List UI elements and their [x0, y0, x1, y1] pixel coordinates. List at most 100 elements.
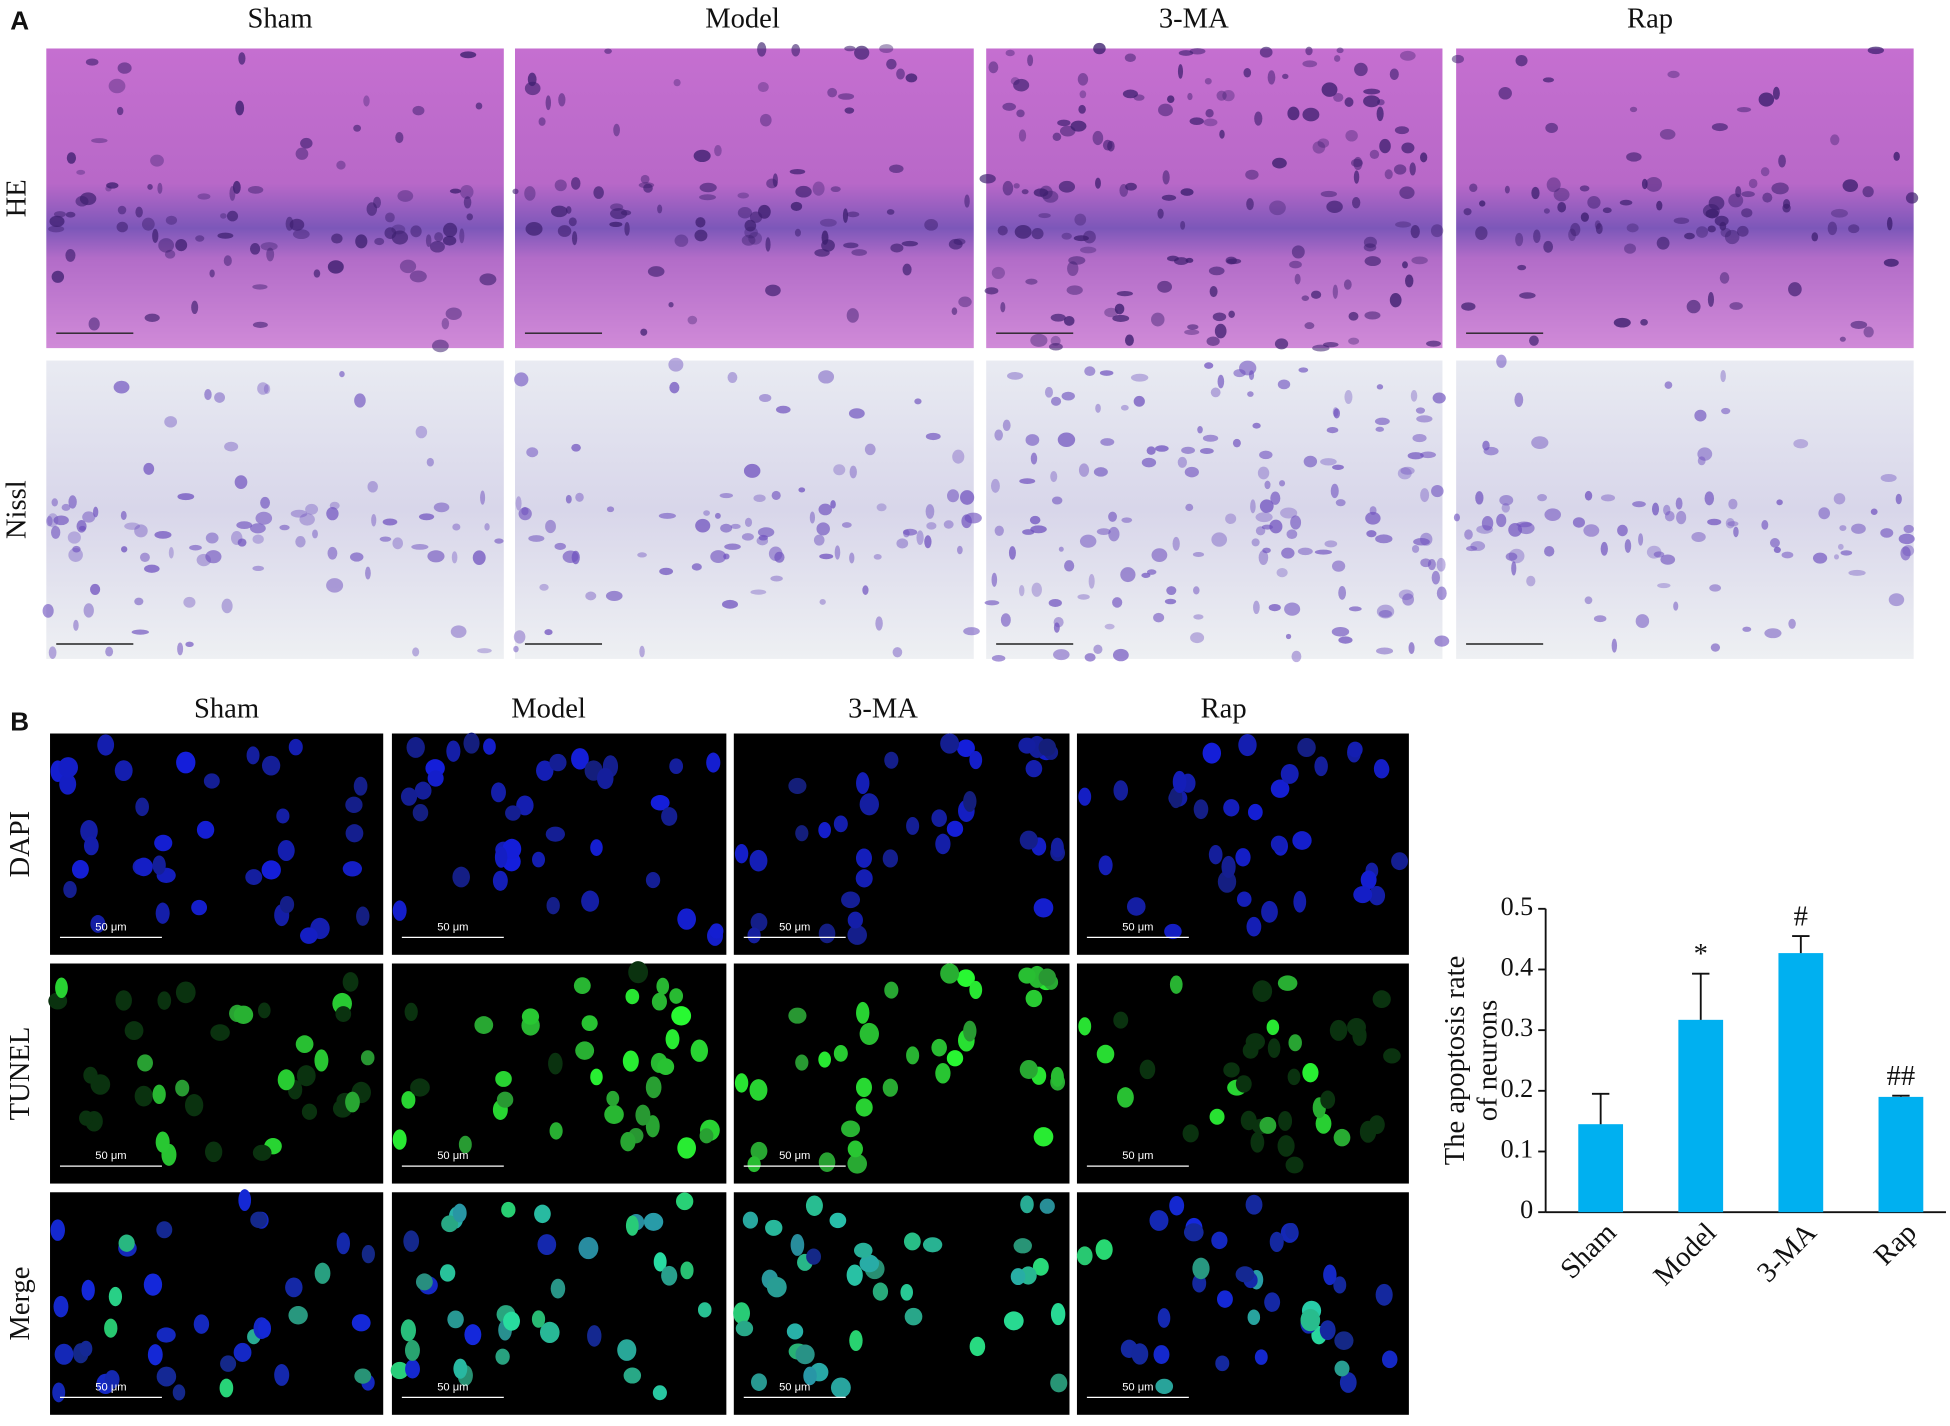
cell [395, 132, 404, 144]
cell [1259, 46, 1273, 58]
cell [260, 496, 271, 509]
cell [1057, 119, 1071, 127]
cell [958, 296, 972, 308]
cell [1323, 342, 1339, 348]
nucleus [1334, 1331, 1354, 1350]
x-tick-label: 3-MA [1752, 1217, 1824, 1289]
annotation: ## [1887, 1061, 1916, 1092]
cell [1694, 409, 1707, 422]
nucleus [733, 1302, 750, 1325]
cell [177, 642, 184, 656]
nucleus [549, 1122, 563, 1140]
cell [1398, 589, 1414, 601]
scale-label: 50 μm [95, 1150, 126, 1162]
cell [1067, 261, 1079, 277]
nucleus [581, 890, 600, 912]
nucleus [400, 787, 418, 806]
cell [1225, 513, 1237, 525]
nucleus [677, 1137, 696, 1159]
cell [668, 302, 674, 308]
cell [1180, 188, 1194, 196]
cell [295, 147, 309, 160]
cell [1338, 636, 1353, 644]
nucleus [1383, 1048, 1401, 1064]
nucleus [458, 1135, 472, 1154]
nucleus [1280, 763, 1299, 784]
cell [1420, 488, 1430, 503]
cell [1364, 311, 1381, 320]
cell [1280, 507, 1298, 519]
cell [1778, 154, 1786, 168]
cell [1217, 374, 1225, 389]
cell [749, 211, 763, 223]
cell [518, 507, 532, 521]
cell [703, 510, 710, 516]
cell [366, 202, 378, 216]
x-tick-label: Model [1648, 1217, 1723, 1292]
cell [1057, 432, 1076, 447]
nucleus [412, 804, 429, 822]
cell [66, 152, 77, 164]
cell [484, 523, 490, 531]
nucleus [1033, 898, 1054, 918]
error-bar [1792, 935, 1810, 954]
cell [279, 524, 290, 531]
cell [1431, 485, 1444, 498]
nucleus [439, 1264, 456, 1282]
nucleus [1235, 1266, 1255, 1283]
nucleus [1339, 1372, 1357, 1393]
nucleus [1020, 1195, 1034, 1214]
cell [191, 300, 199, 315]
cell [896, 538, 909, 549]
cell [902, 528, 918, 536]
nucleus [63, 881, 77, 898]
nucleus [1285, 1222, 1299, 1240]
nucleus [1245, 1194, 1263, 1215]
cell [1000, 301, 1006, 313]
cell [554, 179, 567, 192]
micrograph [50, 733, 384, 955]
row-label: TUNEL [5, 1027, 36, 1121]
micrograph [733, 963, 1070, 1184]
cell [1543, 208, 1550, 214]
nucleus [219, 1378, 234, 1398]
nucleus [115, 990, 132, 1011]
bar [1678, 1019, 1724, 1213]
nucleus [406, 737, 425, 758]
cell [108, 78, 126, 94]
cell [545, 519, 556, 534]
micrograph [46, 48, 504, 349]
cell [997, 225, 1008, 236]
nucleus [847, 925, 868, 945]
nucleus [114, 760, 133, 782]
nucleus [342, 861, 363, 877]
nucleus [882, 849, 899, 868]
cell [329, 501, 340, 510]
nucleus [1287, 1068, 1301, 1086]
cell [1862, 186, 1874, 198]
nucleus [645, 871, 661, 889]
cell [105, 185, 112, 192]
cell [1272, 157, 1287, 169]
nucleus [210, 1024, 230, 1041]
cell [639, 645, 645, 658]
cell [1420, 451, 1437, 459]
cell [1710, 643, 1721, 652]
cell [327, 546, 338, 560]
cell [165, 215, 178, 225]
nucleus [59, 773, 77, 795]
nucleus [1360, 870, 1377, 890]
cell [1638, 533, 1644, 546]
cell [1247, 391, 1254, 397]
cell [1193, 614, 1204, 620]
cell [1515, 232, 1524, 247]
cell [1629, 106, 1638, 113]
nucleus [1169, 975, 1183, 994]
cell [1252, 422, 1261, 429]
cell [960, 490, 975, 505]
cell [524, 81, 541, 96]
nucleus [1169, 1196, 1185, 1216]
nucleus [884, 981, 899, 999]
nucleus [606, 1090, 620, 1107]
nucleus [1157, 1308, 1171, 1328]
